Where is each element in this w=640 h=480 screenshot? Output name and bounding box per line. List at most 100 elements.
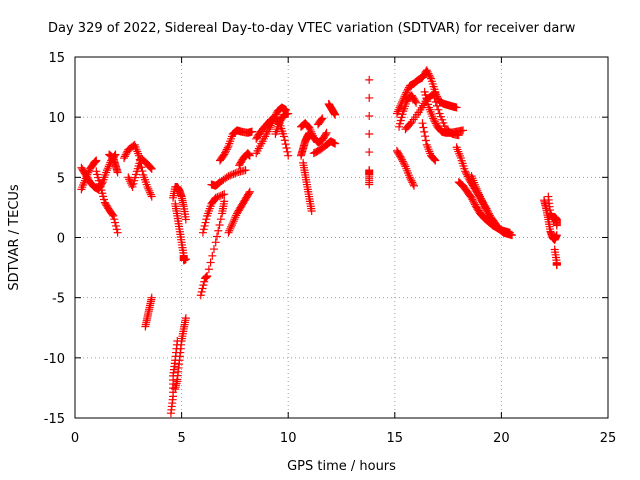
data-point	[331, 139, 340, 148]
data-point	[424, 69, 433, 78]
data-point	[147, 293, 156, 302]
data-point	[477, 196, 486, 205]
chart-title: Day 329 of 2022, Sidereal Day-to-day VTE…	[48, 21, 576, 36]
data-point	[204, 265, 213, 274]
data-point	[423, 67, 432, 76]
data-point	[245, 151, 254, 160]
data-point	[199, 225, 208, 234]
data-point	[211, 238, 220, 247]
data-point	[430, 116, 439, 125]
data-point	[409, 180, 418, 189]
data-point	[146, 162, 155, 171]
data-point	[399, 159, 408, 168]
data-point	[215, 192, 224, 201]
data-point	[308, 133, 317, 142]
data-point	[232, 211, 241, 220]
data-point	[401, 90, 410, 99]
data-point	[425, 71, 434, 80]
data-point	[215, 220, 224, 229]
data-point	[467, 193, 476, 202]
data-point	[420, 127, 429, 136]
data-point	[181, 255, 190, 264]
data-point	[83, 170, 92, 179]
data-point	[429, 154, 438, 163]
data-point	[479, 200, 488, 209]
data-point	[201, 218, 210, 227]
data-point	[81, 174, 90, 183]
data-point	[226, 171, 235, 180]
data-point	[111, 221, 120, 230]
data-point	[473, 186, 482, 195]
data-point	[422, 66, 431, 75]
data-point	[480, 202, 489, 211]
data-point	[430, 155, 439, 164]
data-point	[218, 190, 227, 199]
data-point	[365, 111, 374, 120]
x-tick-label: 15	[387, 431, 404, 446]
data-point	[407, 176, 416, 185]
data-point	[216, 215, 225, 224]
data-point	[212, 232, 221, 241]
data-point	[476, 192, 485, 201]
data-point	[402, 88, 411, 97]
data-point	[120, 152, 129, 161]
data-point	[203, 272, 212, 281]
data-point	[426, 72, 435, 81]
data-point	[227, 170, 236, 179]
data-point	[220, 190, 229, 199]
data-point	[146, 188, 155, 197]
data-point	[124, 173, 133, 182]
data-point	[244, 189, 253, 198]
y-tick-label: 15	[48, 51, 65, 66]
x-tick-label: 20	[493, 431, 510, 446]
data-point	[211, 193, 220, 202]
data-point	[284, 109, 293, 118]
data-point	[220, 150, 229, 159]
data-point	[365, 180, 374, 189]
y-tick-label: 0	[57, 232, 65, 247]
data-point	[113, 228, 122, 237]
data-point	[365, 93, 374, 102]
data-point	[482, 207, 491, 216]
data-point	[213, 193, 222, 202]
grid-lines	[75, 57, 608, 418]
data-point	[120, 154, 129, 163]
data-point	[429, 90, 438, 99]
data-point	[224, 172, 233, 181]
data-point	[321, 130, 330, 139]
data-point	[400, 160, 409, 169]
data-point	[144, 184, 153, 193]
data-point	[103, 164, 112, 173]
data-point	[481, 204, 490, 213]
data-point	[482, 206, 491, 215]
data-point	[418, 119, 427, 128]
data-point	[412, 98, 421, 107]
data-point	[206, 258, 215, 267]
x-axis-label: GPS time / hours	[287, 459, 396, 474]
data-point	[284, 151, 293, 160]
data-point	[214, 226, 223, 235]
data-point	[281, 140, 290, 149]
data-point	[403, 86, 412, 95]
data-point	[409, 181, 418, 190]
data-point	[505, 228, 514, 237]
data-point	[309, 134, 318, 143]
data-point	[181, 314, 190, 323]
data-point	[429, 114, 438, 123]
data-point	[462, 170, 471, 179]
data-point	[397, 154, 406, 163]
data-point	[230, 215, 239, 224]
data-point	[430, 94, 439, 103]
x-tick-label: 10	[280, 431, 297, 446]
data-point	[197, 287, 206, 296]
data-point	[113, 168, 122, 177]
data-point	[405, 173, 414, 182]
plot-frame	[74, 56, 609, 419]
data-point	[411, 97, 420, 106]
data-point	[475, 190, 484, 199]
data-point	[222, 173, 231, 182]
data-point	[84, 168, 93, 177]
axis-ticks: 0 5 10 15 20 25 -15 -10 -5 0 5 10 15	[44, 51, 617, 446]
data-point	[431, 156, 440, 165]
data-point	[227, 220, 236, 229]
